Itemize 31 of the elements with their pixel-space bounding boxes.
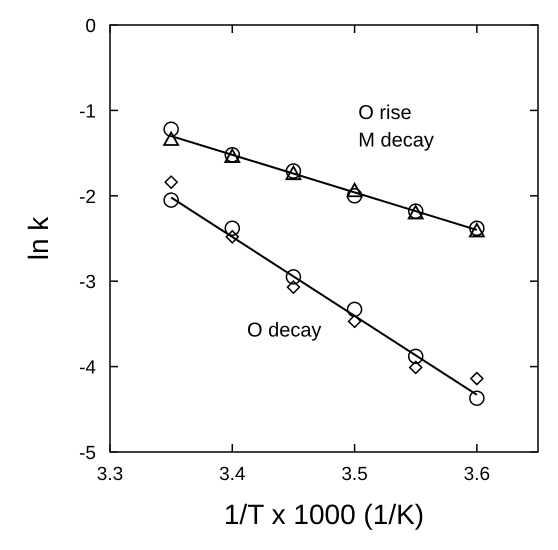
x-tick-label: 3.6: [464, 464, 490, 485]
y-tick-label: -4: [79, 358, 96, 379]
point: [224, 220, 240, 236]
point: [346, 302, 362, 318]
point: [470, 372, 484, 386]
y-axis-title: ln k: [23, 216, 54, 260]
annotation: O decay: [246, 320, 322, 342]
x-axis-title: 1/T x 1000 (1/K): [224, 499, 424, 530]
point: [163, 121, 179, 137]
annotation: M decay: [358, 130, 434, 152]
x-tick-label: 3.5: [341, 464, 368, 485]
y-tick-label: -5: [79, 443, 96, 464]
point: [346, 188, 362, 204]
point: [469, 390, 485, 406]
point: [408, 348, 424, 364]
point: [286, 269, 302, 285]
point: [348, 314, 362, 328]
point: [226, 230, 240, 244]
x-tick-label: 3.4: [219, 464, 246, 485]
y-tick-label: -3: [79, 272, 96, 294]
y-tick-label: -1: [79, 101, 96, 122]
point: [164, 175, 178, 189]
x-tick-label: 3.3: [96, 464, 124, 485]
point: [163, 132, 180, 146]
annotation: O rise: [358, 102, 412, 124]
y-tick-label: -2: [79, 186, 96, 208]
point: [286, 280, 300, 294]
point: [346, 182, 362, 198]
point: [408, 360, 422, 374]
y-tick-label: 0: [85, 16, 96, 37]
point: [163, 192, 179, 208]
